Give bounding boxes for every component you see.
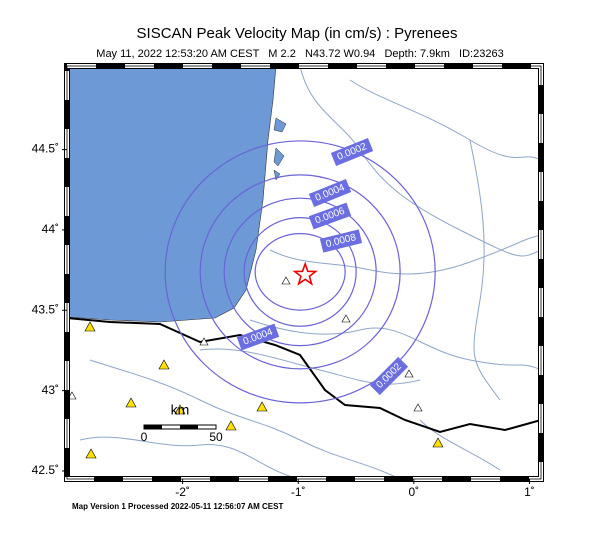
lon-tick-label: 0˚ [408, 485, 419, 499]
contour [164, 140, 436, 404]
footer: Map Version 1 Processed 2022-05-11 12:56… [72, 502, 283, 511]
ocean [66, 65, 277, 323]
contour [243, 216, 357, 327]
contour-label-box [308, 202, 352, 230]
lon-tick-label: -2˚ [175, 485, 190, 499]
contour-label: 0.0008 [319, 229, 363, 253]
contour [199, 174, 401, 370]
lat-tick-label: 43.5˚ [32, 302, 59, 316]
stations [67, 276, 444, 459]
lat-tick-label: 43˚ [42, 383, 59, 397]
lat-tick-label: 42.5˚ [32, 463, 59, 477]
contour-label-box [369, 356, 409, 396]
subtitle: May 11, 2022 12:53:20 AM CEST M 2.2 N43.… [96, 48, 503, 60]
border [66, 317, 542, 434]
frame-line [66, 65, 542, 480]
scale-tick: 0 [141, 430, 148, 444]
contour [223, 197, 377, 347]
lat-tick-label: 44˚ [42, 222, 59, 236]
contour-label-box [319, 229, 363, 253]
epicenter [292, 261, 318, 286]
scale-unit: km [171, 402, 190, 418]
title: SISCAN Peak Velocity Map (in cm/s) : Pyr… [137, 25, 458, 42]
scale-tick: 50 [209, 430, 223, 444]
lon-tick-label: -1˚ [291, 485, 306, 499]
lon-tick-label: 1˚ [524, 485, 535, 499]
contour-label-box [308, 179, 352, 207]
contour-label-box [330, 138, 374, 166]
scale-bar: km 0 50 [141, 402, 223, 444]
lat-tick-label: 44.5˚ [32, 142, 59, 156]
contour-label-box [236, 323, 280, 351]
contour [254, 233, 346, 311]
